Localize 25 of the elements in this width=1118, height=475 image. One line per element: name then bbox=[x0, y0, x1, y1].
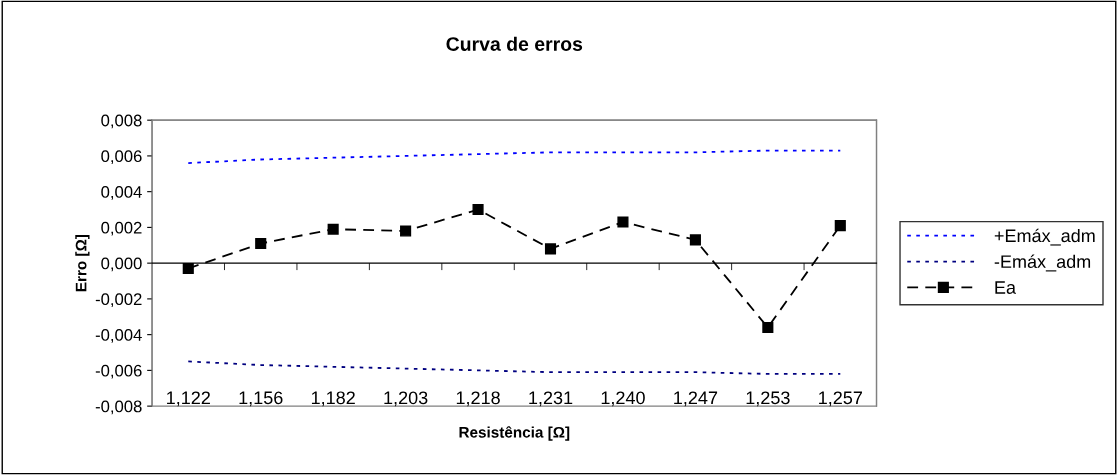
x-tick-label: 1,247 bbox=[674, 391, 718, 407]
y-tick-label: 0,000 bbox=[101, 257, 142, 272]
y-tick-label: 0,008 bbox=[101, 114, 142, 129]
x-tick-label: 1,182 bbox=[311, 391, 355, 407]
x-tick-label: 1,240 bbox=[601, 391, 645, 407]
x-tick-label: 1,218 bbox=[456, 391, 500, 407]
x-tick-label: 1,253 bbox=[746, 391, 790, 407]
y-tick-label: -0,004 bbox=[95, 329, 142, 343]
legend-label: +Emáx_adm bbox=[994, 228, 1095, 246]
x-tick-label: 1,122 bbox=[167, 391, 210, 407]
y-tick-label: -0,006 bbox=[95, 364, 142, 379]
y-tick-label: 0,002 bbox=[101, 221, 142, 236]
y-tick-label: 0,004 bbox=[101, 186, 142, 200]
x-tick-label: 1,231 bbox=[529, 391, 573, 407]
y-tick-label: 0,006 bbox=[101, 150, 142, 165]
y-axis-title: Erro [Ω] bbox=[75, 234, 90, 292]
x-tick-label: 1,156 bbox=[239, 391, 283, 407]
y-tick-label: -0,008 bbox=[95, 400, 142, 415]
x-tick-label: 1,257 bbox=[819, 391, 862, 407]
legend-label: -Emáx_adm bbox=[994, 254, 1091, 272]
x-tick-label: 1,203 bbox=[384, 391, 428, 407]
chart-title: Curva de erros bbox=[446, 36, 583, 51]
x-axis-title: Resistência [Ω] bbox=[459, 426, 570, 441]
y-tick-label: -0,002 bbox=[95, 293, 142, 308]
legend-label: Ea bbox=[995, 281, 1016, 294]
